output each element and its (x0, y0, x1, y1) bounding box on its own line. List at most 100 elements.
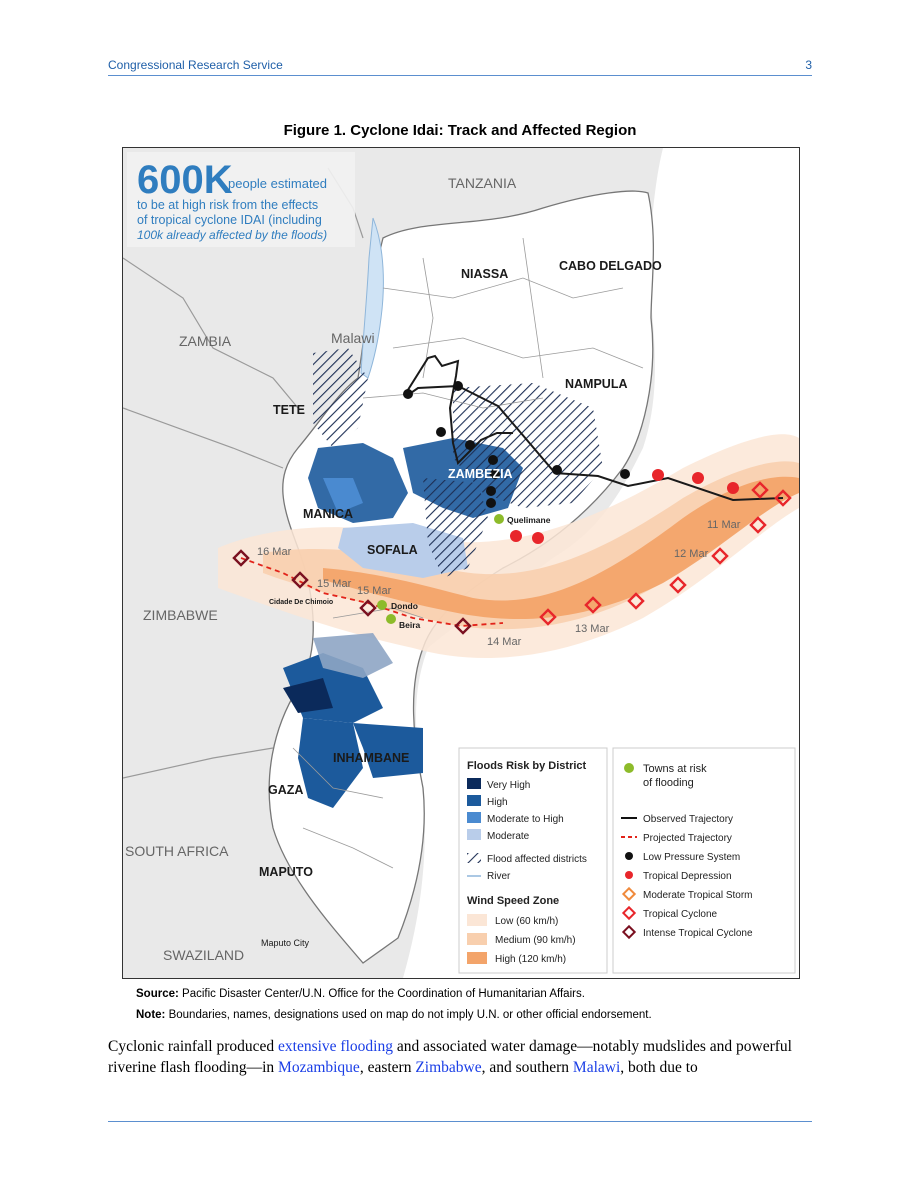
label-maputo: MAPUTO (259, 865, 313, 879)
legend-town-swatch (624, 763, 634, 773)
lake-malawi (360, 217, 384, 379)
link-malawi[interactable]: Malawi (572, 1059, 621, 1076)
label-inhambane: INHAMBANE (333, 751, 409, 765)
note-label: Note: (136, 1009, 166, 1021)
town-markers (377, 514, 504, 624)
label-south-africa: SOUTH AFRICA (125, 843, 229, 859)
observed-trajectory (404, 354, 784, 502)
page-number: 3 (805, 58, 812, 72)
legend-flood-label: Very High (487, 780, 530, 791)
legend-flood-swatch (467, 829, 481, 840)
date-15-mar-b: 15 Mar (357, 585, 392, 597)
border-south-africa (123, 747, 274, 779)
date-15-mar-a: 15 Mar (317, 578, 352, 590)
body-text-2: and associated water damage—notably muds… (108, 1038, 792, 1076)
source-label: Source: (136, 988, 179, 1000)
header-org: Congressional Research Service (108, 58, 283, 72)
legend-wind-title: Wind Speed Zone (467, 895, 559, 907)
border-zambia (123, 257, 299, 409)
hatched-district-tete (313, 348, 368, 448)
district-manica-moderate (323, 478, 363, 513)
figure-title: Figure 1. Cyclone Idai: Track and Affect… (283, 122, 637, 139)
legend-track-label: Intense Tropical Cyclone (643, 928, 753, 939)
figure-source: Source: Pacific Disaster Center/U.N. Off… (136, 988, 585, 1000)
legend-flood-label: High (487, 797, 508, 808)
wind-zone-high (323, 476, 799, 620)
label-dondo: Dondo (391, 601, 418, 611)
legend-track-swatch (621, 905, 637, 921)
headline-callout: 600K people estimated to be at high risk… (127, 152, 355, 247)
district-borders (292, 237, 644, 869)
legend-towns-line2: of flooding (643, 777, 694, 789)
district-manica (308, 443, 408, 523)
link-mozambique[interactable]: Mozambique (278, 1059, 360, 1076)
headline-line1: people estimated (228, 176, 327, 191)
date-11-mar: 11 Mar (707, 519, 741, 531)
source-text: Pacific Disaster Center/U.N. Office for … (178, 988, 585, 1000)
body-text-1: Cyclonic rainfall produced (108, 1038, 279, 1055)
legend-wind-label: Low (60 km/h) (495, 916, 558, 927)
label-gaza: GAZA (268, 783, 303, 797)
legend-towns-line1: Towns at risk (643, 763, 707, 775)
district-south-sofala (313, 633, 393, 678)
cyclone-map: 600K people estimated to be at high risk… (122, 147, 800, 979)
district-gaza-east (298, 718, 363, 808)
district-inhambane (353, 723, 423, 778)
legend-flood-label: Moderate to High (487, 814, 564, 825)
legend-flood-label: Moderate (487, 831, 530, 842)
label-beira: Beira (399, 620, 421, 630)
tropical-depression-markers (510, 469, 739, 544)
headline-line2: to be at high risk from the effects (137, 198, 318, 212)
label-tanzania: TANZANIA (448, 175, 517, 191)
label-zambia: ZAMBIA (179, 333, 232, 349)
body-paragraph: Cyclonic rainfall produced extensive flo… (108, 1036, 820, 1078)
link-zimbabwe[interactable]: Zimbabwe (415, 1059, 482, 1076)
link-extensive-flooding[interactable]: extensive flooding (278, 1038, 393, 1055)
legend-river: River (487, 871, 511, 882)
label-zambezia: ZAMBEZIA (448, 467, 513, 481)
legend-flood-swatch (467, 812, 481, 823)
body-text-3: , eastern (359, 1059, 416, 1076)
border-zimbabwe (123, 407, 284, 469)
page-header: Congressional Research Service 3 (108, 58, 812, 76)
projected-trajectory (240, 557, 504, 627)
legend-track-label: Low Pressure System (643, 852, 740, 863)
body-text-4: , and southern (481, 1059, 573, 1076)
legend-wind-swatch (467, 952, 487, 964)
legend-wind-label: High (120 km/h) (495, 954, 566, 965)
legend-track-label: Moderate Tropical Storm (643, 890, 753, 901)
date-13-mar: 13 Mar (575, 623, 610, 635)
legend-wind-swatch (467, 933, 487, 945)
hatched-district-zambezia (453, 383, 603, 508)
label-quelimane: Quelimane (507, 515, 551, 525)
headline-line4: 100k already affected by the floods) (137, 228, 327, 242)
label-zimbabwe: ZIMBABWE (143, 607, 218, 623)
label-maputo-city: Maputo City (261, 938, 310, 948)
hatched-district-south (423, 478, 488, 578)
header-rule (108, 75, 812, 76)
headline-line3: of tropical cyclone IDAI (including (137, 213, 322, 227)
footer-rule (108, 1121, 812, 1122)
date-12-mar: 12 Mar (674, 548, 709, 560)
headline-big: 600K (137, 158, 233, 202)
district-very-high-1 (283, 678, 333, 713)
figure-note: Note: Boundaries, names, designations us… (136, 1009, 652, 1021)
legend-track-label: Projected Trajectory (643, 833, 732, 844)
legend-track-swatch (621, 924, 637, 940)
note-text: Boundaries, names, designations used on … (165, 1009, 652, 1021)
body-text-5: , both due to (620, 1059, 698, 1076)
legend-flood-affected: Flood affected districts (487, 854, 587, 865)
legend-track-swatch (625, 871, 633, 879)
legend-track-label: Tropical Depression (643, 871, 732, 882)
legend-hatch-swatch (467, 853, 481, 863)
label-manica: MANICA (303, 507, 353, 521)
label-swaziland: SWAZILAND (163, 947, 244, 963)
map-legend: Floods Risk by District Very High High Mod… (458, 747, 796, 974)
legend-flood-swatch (467, 795, 481, 806)
legend-wind-swatch (467, 914, 487, 926)
date-14-mar: 14 Mar (487, 636, 522, 648)
date-16-mar: 16 Mar (257, 546, 292, 558)
legend-flood-title: Floods Risk by District (467, 760, 587, 772)
low-pressure-markers (403, 381, 630, 508)
label-malawi: Malawi (331, 330, 375, 346)
